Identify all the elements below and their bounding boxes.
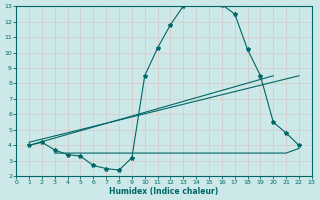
- X-axis label: Humidex (Indice chaleur): Humidex (Indice chaleur): [109, 187, 219, 196]
